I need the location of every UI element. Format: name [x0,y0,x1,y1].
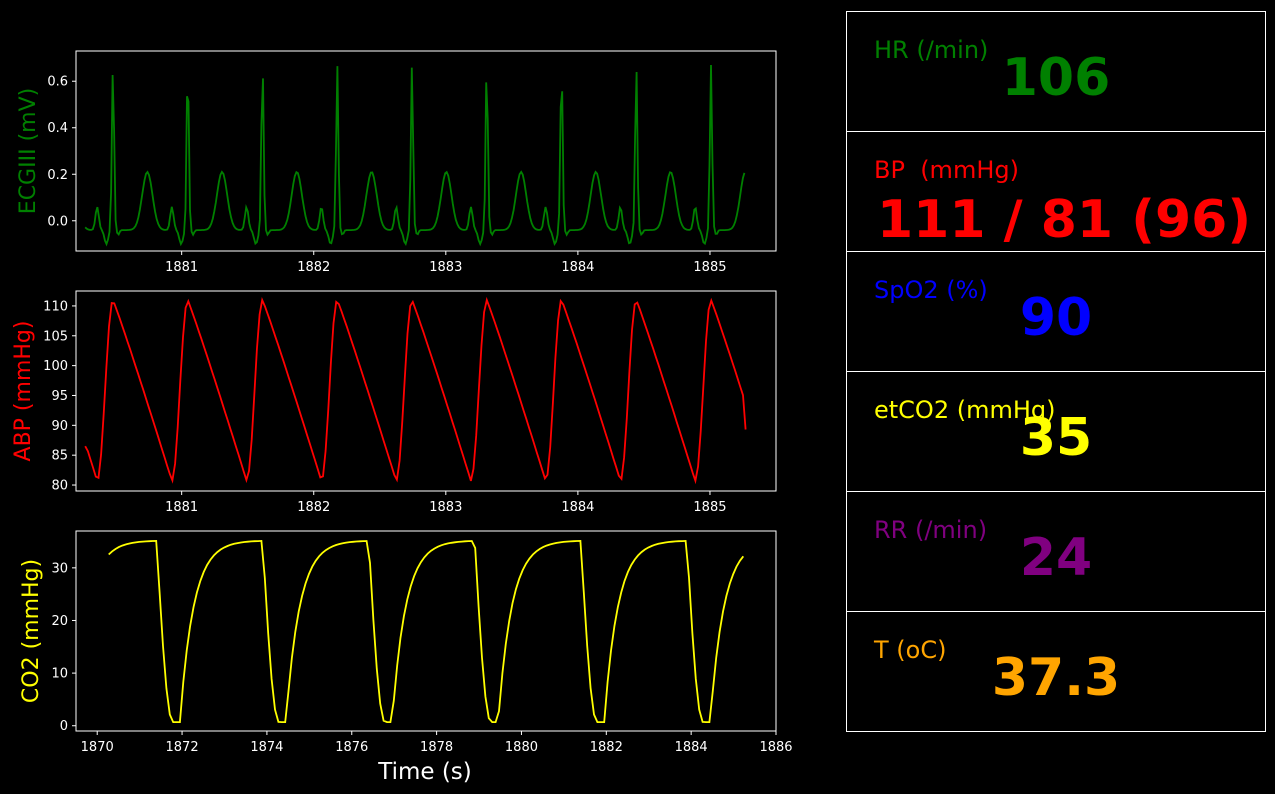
vital-box-etco2: etCO2 (mmHg) 35 [846,371,1266,492]
vital-value-temp: 37.3 [991,648,1121,708]
x-tick-label: 1884 [561,260,594,275]
x-tick-label: 1870 [81,740,114,755]
vital-value-bp: 111 / 81 (96) [877,190,1252,250]
x-tick-label: 1883 [429,500,462,515]
x-tick-label: 1884 [561,500,594,515]
y-tick-label: 95 [51,389,68,404]
waveform-panels: 1881 1882 1883 1884 1885 0.0 0.2 0.4 0.6 ECGIII (… [11,50,793,785]
x-tick-label: 1880 [505,740,538,755]
vital-box-bp: BP (mmHg) 111 / 81 (96) [846,131,1266,252]
y-tick-label: 85 [51,449,68,464]
x-tick-label: 1882 [590,740,623,755]
vital-box-temp: T (oC) 37.3 [846,611,1266,732]
vital-value-spo2: 90 [1019,288,1093,348]
series-line [84,296,747,485]
vital-value-rr: 24 [1019,528,1093,588]
vital-label-bp: BP (mmHg) [874,156,1019,184]
y-tick-label: 100 [43,359,68,374]
x-tick-label: 1883 [429,260,462,275]
y-axis-label: CO2 (mmHg) [19,559,44,703]
plot-frame [75,290,777,492]
x-tick-label: 1882 [297,500,330,515]
y-tick-label: 0 [60,719,68,734]
vital-box-spo2: SpO2 (%) 90 [846,251,1266,372]
y-tick-label: 105 [43,329,68,344]
x-tick-label: 1874 [250,740,283,755]
vital-value-hr: 106 [1001,48,1111,108]
x-tick-label: 1878 [420,740,453,755]
y-tick-label: 10 [51,667,68,682]
x-tick-label: 1886 [759,740,792,755]
y-tick-label: 0.6 [47,75,68,90]
x-axis-label: Time (s) [377,759,472,785]
x-tick-label: 1884 [675,740,708,755]
vitals-panel: HR (/min) 106 BP (mmHg) 111 / 81 (96) Sp… [846,11,1266,732]
vital-label-spo2: SpO2 (%) [874,276,988,304]
vital-box-hr: HR (/min) 106 [846,11,1266,132]
x-tick-label: 1885 [693,500,726,515]
y-tick-label: 0.2 [47,168,68,183]
vital-label-etco2: etCO2 (mmHg) [874,396,1056,424]
x-tick-label: 1876 [335,740,368,755]
vital-label-hr: HR (/min) [874,36,989,64]
y-tick-label: 0.0 [47,214,68,229]
y-tick-label: 90 [51,419,68,434]
x-tick-label: 1872 [166,740,199,755]
y-tick-label: 110 [43,299,68,314]
y-axis-label: ABP (mmHg) [11,321,36,462]
series-line [108,539,745,723]
series-line [84,64,746,247]
vital-label-temp: T (oC) [874,636,947,664]
x-tick-label: 1881 [165,260,198,275]
x-tick-label: 1885 [693,260,726,275]
y-axis-label: ECGIII (mV) [16,88,41,214]
y-tick-label: 20 [51,614,68,629]
vital-label-rr: RR (/min) [874,516,988,544]
plot-frame [75,50,777,252]
x-tick-label: 1882 [297,260,330,275]
vital-value-etco2: 35 [1019,408,1093,468]
y-tick-label: 30 [51,561,68,576]
vital-box-rr: RR (/min) 24 [846,491,1266,612]
plot-frame [75,530,777,732]
x-tick-label: 1881 [165,500,198,515]
y-tick-label: 0.4 [47,121,68,136]
y-tick-label: 80 [51,479,68,494]
